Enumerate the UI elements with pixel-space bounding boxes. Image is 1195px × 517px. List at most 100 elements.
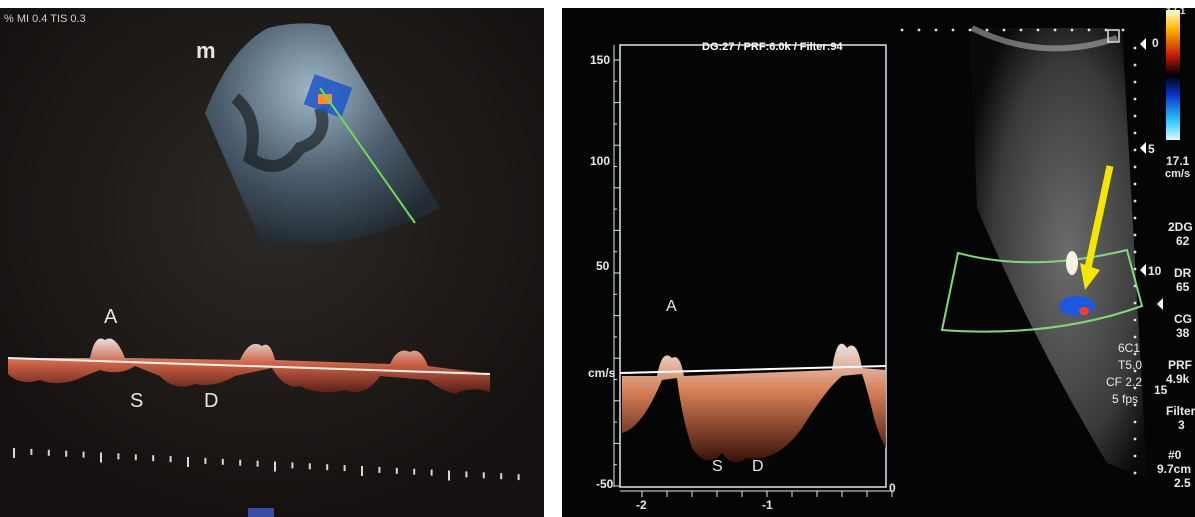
border-dot xyxy=(1070,28,1074,32)
x-tick-neg2: -2 xyxy=(636,498,647,512)
spectral-baseline xyxy=(7,357,491,375)
border-dot xyxy=(917,28,921,32)
depth-5: 5 xyxy=(1148,142,1155,156)
border-dot xyxy=(1133,233,1137,237)
scan-dotted-border xyxy=(900,28,1137,475)
param-dr-val: 65 xyxy=(1176,280,1190,294)
border-dot xyxy=(1036,28,1040,32)
color-flow-blue xyxy=(1059,296,1095,316)
border-dot xyxy=(1133,199,1137,203)
yellow-arrow-icon xyxy=(1080,165,1114,290)
right-label-a: A xyxy=(666,298,677,315)
left-ultrasound-photo: % MI 0.4 TIS 0.3 m A S D xyxy=(0,8,544,517)
doppler-sample-box xyxy=(940,248,1144,333)
right-ultrasound-svg xyxy=(613,10,1180,497)
left-label-a: A xyxy=(104,306,118,328)
focus-marker xyxy=(1157,298,1163,310)
param-depth: 9.7cm xyxy=(1157,462,1192,476)
vessel-shadow xyxy=(230,93,329,172)
border-dot xyxy=(951,28,955,32)
depth-marker-10 xyxy=(1140,264,1146,276)
orientation-icon xyxy=(1107,29,1120,43)
border-dot xyxy=(1133,165,1137,169)
spectral-baseline-right xyxy=(619,365,887,374)
probe-fps: 5 fps xyxy=(1112,392,1139,406)
border-dot xyxy=(1002,28,1006,32)
border-dot xyxy=(1133,437,1137,441)
left-label-s: S xyxy=(130,390,144,412)
color-scale-unit: cm/s xyxy=(1165,168,1191,180)
border-dot xyxy=(1133,386,1137,390)
param-2dg-val: 62 xyxy=(1176,234,1190,248)
param-cg: CG xyxy=(1174,312,1192,326)
border-dot xyxy=(1133,148,1137,152)
border-dot xyxy=(1133,267,1137,271)
y-tick-50: 50 xyxy=(596,259,610,273)
color-scale-bar xyxy=(1166,10,1180,140)
probe-t: T5.0 xyxy=(1118,358,1143,372)
param-prf: PRF xyxy=(1168,358,1192,372)
left-header-text: % MI 0.4 TIS 0.3 xyxy=(4,13,86,25)
border-dot xyxy=(1133,250,1137,254)
bottom-marker xyxy=(248,508,274,517)
param-filter-val: 3 xyxy=(1178,418,1185,432)
right-label-d: D xyxy=(752,458,764,475)
depth-marker-5 xyxy=(1140,142,1146,154)
border-dot xyxy=(1133,318,1137,322)
param-cg-val: 38 xyxy=(1176,326,1190,340)
border-dot xyxy=(1133,352,1137,356)
param-dr: DR xyxy=(1174,266,1192,280)
border-dot xyxy=(1133,114,1137,118)
color-scale-zero: 0 xyxy=(1152,36,1159,50)
x-tick-0: 0 xyxy=(889,481,896,495)
time-scale-ticks xyxy=(13,448,520,481)
border-dot xyxy=(1133,420,1137,424)
y-tick-neg50: -50 xyxy=(596,477,614,491)
y-axis-ticks xyxy=(614,59,620,487)
border-dot xyxy=(1019,28,1023,32)
border-dot xyxy=(968,28,972,32)
right-label-s: S xyxy=(712,458,723,475)
border-dot xyxy=(1133,454,1137,458)
left-ultrasound-svg xyxy=(0,8,544,517)
color-flow-red-dot xyxy=(1079,307,1089,315)
border-dot xyxy=(1053,28,1057,32)
bright-echo xyxy=(1066,251,1078,275)
border-dot xyxy=(934,28,938,32)
liver-bmode xyxy=(970,28,1147,478)
param-filter: Filter xyxy=(1166,404,1195,418)
y-tick-150: 150 xyxy=(590,53,611,67)
x-axis-ticks xyxy=(641,491,893,497)
brand-mark-m: m xyxy=(196,38,216,63)
depth-15: 15 xyxy=(1154,383,1168,397)
color-scale-bottom: 17.1 xyxy=(1166,154,1190,168)
border-dot xyxy=(1133,216,1137,220)
probe-cf: CF 2.2 xyxy=(1106,375,1143,389)
doppler-cursor-line xyxy=(319,87,416,224)
left-label-d: D xyxy=(204,390,219,412)
right-ultrasound-photo: DG:27 / PRF:6.0k / Filter:94 150 100 50 … xyxy=(562,8,1195,517)
color-flow-red xyxy=(318,94,332,104)
depth-marker-0 xyxy=(1140,38,1146,50)
border-dot xyxy=(1133,80,1137,84)
color-scale-top: 17.1 xyxy=(1166,8,1186,17)
x-tick-neg1: -1 xyxy=(762,498,773,512)
border-dot xyxy=(1133,471,1137,475)
border-dot xyxy=(900,28,904,32)
param-prf-val: 4.9k xyxy=(1166,372,1190,386)
capsule-echo xyxy=(970,25,1118,52)
border-dot xyxy=(1133,182,1137,186)
border-dot xyxy=(1121,28,1125,32)
spectral-waveform-right xyxy=(622,343,886,462)
y-tick-unit: cm/s xyxy=(588,366,616,380)
border-dot xyxy=(1133,131,1137,135)
depth-10: 10 xyxy=(1148,264,1162,278)
doppler-header: DG:27 / PRF:6.0k / Filter:94 xyxy=(702,41,843,53)
border-dot xyxy=(1133,403,1137,407)
border-dot xyxy=(985,28,989,32)
border-dot xyxy=(1133,63,1137,67)
param-freq: 2.5 xyxy=(1174,476,1191,490)
border-dot xyxy=(1104,28,1108,32)
border-dot xyxy=(1087,28,1091,32)
param-hash: #0 xyxy=(1168,448,1182,462)
